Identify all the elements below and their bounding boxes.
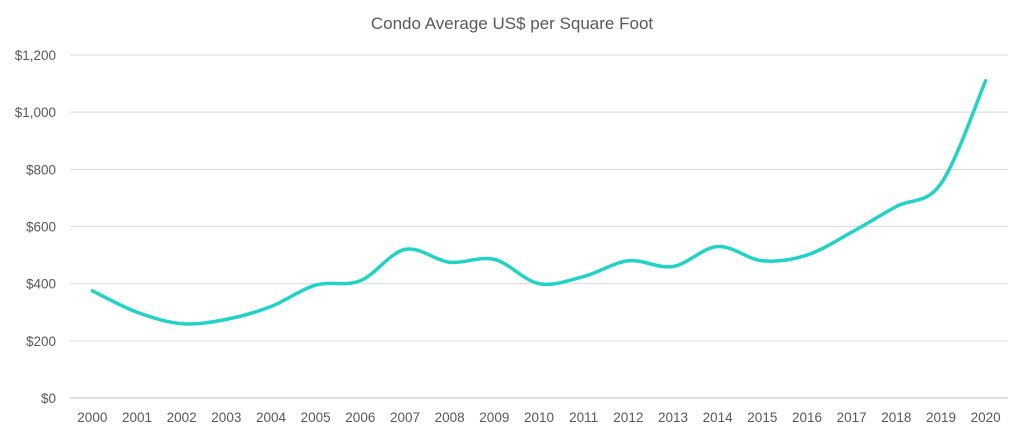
x-tick-label: 2008 [435,410,465,425]
grid-lines [70,54,1008,399]
x-axis-tick-labels: 2000 2001 2002 2003 2004 2005 2006 2007 2008 2009… [77,410,1000,425]
x-tick-label: 2004 [256,410,287,425]
x-tick-label: 2020 [971,410,1001,425]
x-tick-label: 2018 [881,410,911,425]
x-tick-label: 2006 [345,410,375,425]
chart-title: Condo Average US$ per Square Foot [371,14,654,33]
y-tick-label: $1,000 [15,105,56,120]
x-tick-label: 2016 [792,410,822,425]
x-tick-label: 2005 [301,410,331,425]
x-tick-label: 2010 [524,410,554,425]
y-tick-label: $600 [26,220,56,235]
series-line [90,78,988,326]
x-tick-label: 2011 [569,410,598,425]
x-tick-label: 2002 [167,410,197,425]
x-tick-label: 2015 [747,410,777,425]
x-tick-label: 2009 [479,410,509,425]
x-tick-label: 2001 [122,410,152,425]
y-axis-tick-labels: $0 $200 $400 $600 $800 $1,000 $1,200 [15,48,56,406]
x-tick-label: 2003 [211,410,241,425]
x-tick-label: 2013 [658,410,688,425]
x-tick-label: 2000 [77,410,107,425]
x-tick-label: 2017 [837,410,867,425]
y-tick-label: $0 [41,391,56,406]
x-tick-label: 2014 [703,410,734,425]
y-tick-label: $1,200 [15,48,56,63]
x-tick-label: 2019 [926,410,956,425]
x-tick-label: 2012 [613,410,643,425]
y-tick-label: $800 [26,162,56,177]
y-tick-label: $200 [26,334,56,349]
series-layer [90,78,988,326]
x-tick-label: 2007 [390,410,420,425]
y-tick-label: $400 [26,277,56,292]
